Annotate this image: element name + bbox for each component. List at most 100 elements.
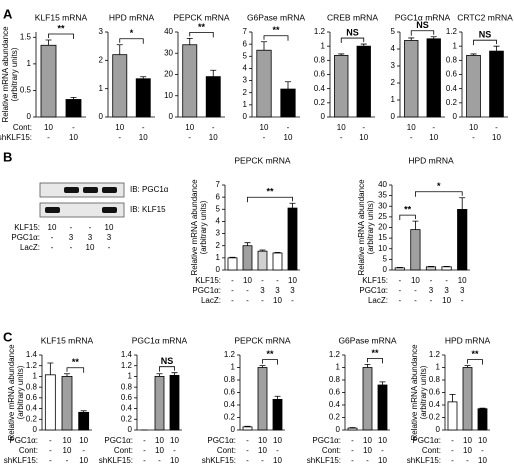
error-bar: [261, 41, 267, 51]
row-label: KLF15:: [14, 223, 40, 232]
chart-title: KLF15 mRNA: [35, 12, 88, 22]
condition-label: 3: [290, 286, 295, 295]
significance-label: **: [72, 357, 80, 367]
y-axis-label: (arbitrary units): [10, 47, 19, 101]
y-axis-label: (arbitrary units): [419, 365, 428, 419]
error-bar: [116, 44, 123, 55]
condition-label: 10: [258, 436, 267, 445]
y-tick-label: 0.4: [429, 400, 441, 409]
y-axis-label: Relative mRNA abundance: [410, 344, 419, 441]
y-tick-label: 3: [216, 229, 221, 238]
bar: [410, 229, 421, 271]
condition-label: -: [276, 446, 279, 455]
y-tick-label: 3: [99, 27, 104, 36]
y-tick-label: 0: [391, 112, 396, 121]
y-tick-label: 0.2: [224, 413, 236, 422]
y-tick-label: 1.2: [329, 350, 341, 359]
y-tick-label: 0.4: [121, 404, 133, 413]
bar: [425, 266, 437, 271]
row-label: PGC1α:: [359, 286, 388, 295]
condition-label: 10: [170, 456, 179, 465]
error-bar: [156, 373, 163, 377]
condition-label: 10: [115, 123, 124, 132]
chart-title: PEPCK mRNA: [173, 12, 230, 22]
bar: [287, 207, 298, 271]
y-tick-label: 0: [99, 112, 104, 121]
significance-bracket: [66, 367, 85, 373]
y-tick-label: 0.8: [224, 375, 236, 384]
blot-label: IB: PGC1α: [130, 185, 169, 194]
panel-label: C: [3, 329, 13, 344]
row-label: PGC1α:: [192, 286, 221, 295]
y-tick-label: 5: [383, 254, 388, 263]
condition-label: -: [246, 286, 249, 295]
y-tick-label: 0.8: [26, 382, 38, 391]
condition-label: 3: [429, 286, 434, 295]
error-bar: [289, 202, 296, 209]
error-bar: [47, 362, 54, 375]
condition-label: -: [340, 133, 343, 142]
condition-label: -: [231, 276, 234, 285]
row-label: PGC1α:: [412, 436, 441, 445]
condition-label: -: [246, 446, 249, 455]
bar: [78, 411, 90, 431]
bar: [256, 49, 272, 118]
panel-label: A: [3, 6, 13, 21]
blot-label: IB: KLF15: [130, 205, 166, 214]
y-tick-label: 1.2: [429, 350, 441, 359]
condition-label: -: [451, 446, 454, 455]
chart-title: PGC1α mRNA: [395, 12, 451, 22]
y-tick-label: 0.5: [20, 86, 32, 95]
y-tick-label: 4: [216, 217, 221, 226]
bar: [154, 376, 165, 431]
condition-label: -: [432, 123, 435, 132]
condition-label: -: [366, 456, 369, 465]
y-tick-label: 6: [216, 192, 221, 201]
condition-label: -: [362, 123, 365, 132]
error-bar: [259, 249, 266, 252]
error-bar: [274, 251, 281, 253]
condition-label: -: [89, 223, 92, 232]
y-tick-label: 1: [99, 84, 104, 93]
significance-label: **: [404, 205, 412, 215]
condition-label: -: [351, 436, 354, 445]
significance-bracket: [48, 33, 74, 39]
y-tick-label: 0.2: [446, 98, 458, 107]
y-tick-label: 1: [231, 363, 236, 372]
condition-label: 10: [359, 133, 368, 142]
condition-label: 10: [79, 436, 88, 445]
y-tick-label: 0.4: [329, 400, 341, 409]
chart-title: PGC1α mRNA: [132, 335, 188, 345]
bar: [426, 38, 441, 118]
y-tick-label: 20: [164, 70, 173, 79]
y-tick-label: 1: [33, 372, 38, 381]
bar: [347, 427, 358, 431]
condition-label: -: [495, 123, 498, 132]
bar: [44, 374, 56, 431]
row-label: shKLF15:: [307, 456, 341, 465]
blot-band: [102, 207, 117, 213]
condition-label: 10: [69, 133, 78, 142]
condition-label: 10: [63, 436, 72, 445]
chart-title: HPD mRNA: [445, 335, 491, 345]
bar: [182, 44, 198, 118]
condition-label: 10: [185, 123, 194, 132]
condition-label: -: [82, 446, 85, 455]
condition-label: 10: [337, 123, 346, 132]
significance-bracket: [410, 30, 435, 36]
error-bar: [430, 36, 437, 39]
y-tick-label: 5: [216, 204, 221, 213]
row-label: LacZ:: [368, 296, 388, 305]
blot-band: [83, 187, 98, 193]
y-tick-label: 30: [164, 48, 173, 57]
error-bar: [45, 39, 52, 46]
row-label: PGC1α:: [104, 436, 133, 445]
condition-label: -: [246, 296, 249, 305]
y-tick-label: 1: [336, 363, 341, 372]
condition-label: 10: [155, 446, 164, 455]
condition-label: 3: [69, 233, 74, 242]
y-tick-label: 0.2: [429, 413, 441, 422]
y-tick-label: 2: [216, 241, 221, 250]
y-tick-label: 0.8: [429, 375, 441, 384]
error-bar: [70, 96, 77, 100]
